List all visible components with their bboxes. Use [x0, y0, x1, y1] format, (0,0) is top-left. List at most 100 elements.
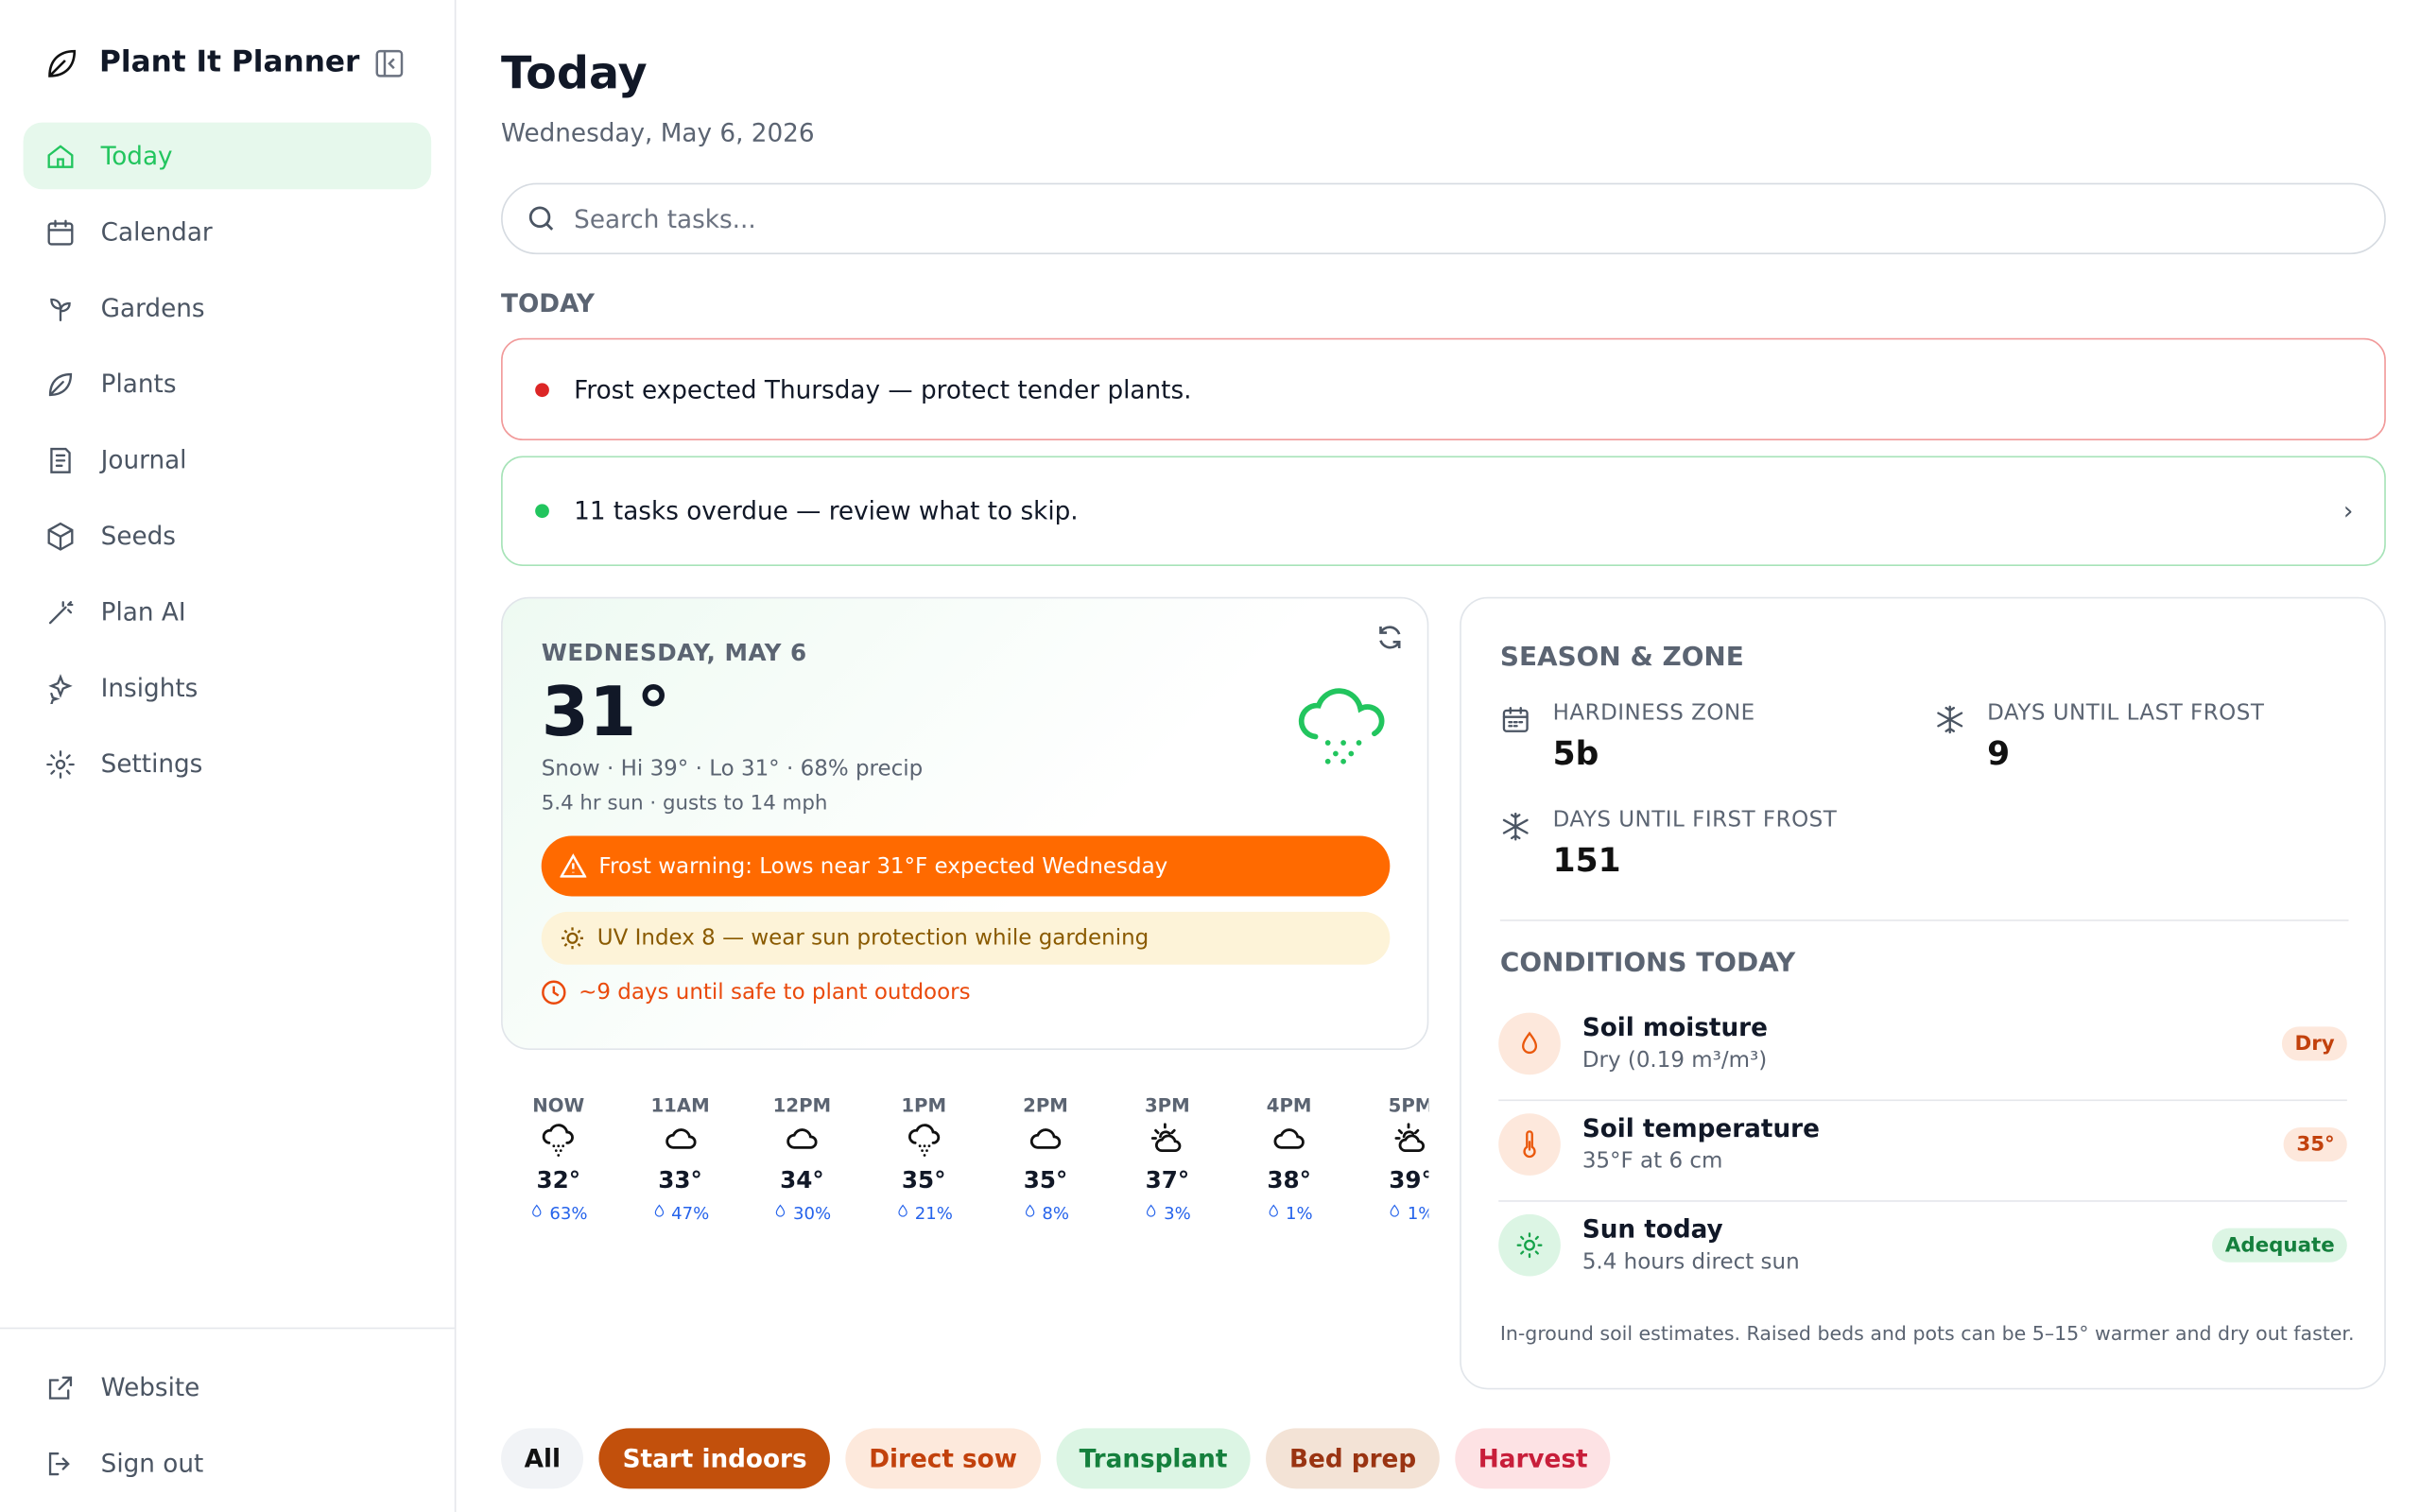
season-value: 9 [1987, 734, 2011, 773]
nav-icon [50, 298, 71, 321]
nav-item[interactable]: Seeds [24, 503, 432, 570]
hour-icon-wrap [501, 1117, 619, 1163]
alert-overdue[interactable]: 11 tasks overdue — review what to skip. › [501, 455, 2386, 566]
hour-temp: 35° [901, 1166, 946, 1194]
warning-icon [560, 853, 587, 878]
hour-column: NOW 32° 63% [501, 1095, 619, 1224]
alert-frost[interactable]: Frost expected Thursday — protect tender… [501, 337, 2386, 441]
hour-icon-wrap [1107, 1117, 1228, 1163]
hour-icon [786, 1128, 818, 1149]
filter-chips: All Start indoors Direct sow Transplant Bed … [501, 1428, 1626, 1489]
precip-value: 63% [549, 1203, 588, 1224]
condition-detail: Dry (0.19 m³/m³) [1582, 1048, 1768, 1074]
season-icon [1502, 812, 1529, 841]
nav-item[interactable]: Plan AI [24, 578, 432, 645]
footer-link[interactable]: Website [24, 1354, 432, 1421]
footer-label: Website [100, 1372, 200, 1402]
hour-temp: 38° [1267, 1166, 1311, 1194]
hour-time: 1PM [901, 1094, 947, 1117]
nav-item[interactable]: Calendar [24, 198, 432, 266]
nav-icon [50, 447, 71, 473]
season-value: 5b [1552, 734, 1599, 773]
condition-glyph [1522, 1031, 1538, 1055]
hour-temp: 37° [1145, 1166, 1190, 1194]
filter-chip[interactable]: Transplant [1056, 1428, 1252, 1489]
nav-label: Gardens [100, 293, 205, 323]
hour-column: 5PM 39° 1% [1350, 1095, 1429, 1224]
filter-chip[interactable]: All [501, 1428, 584, 1489]
drop-icon [654, 1204, 664, 1217]
drop-icon [1025, 1204, 1034, 1217]
hour-precip: 1% [1350, 1203, 1428, 1224]
hour-icon [1029, 1128, 1062, 1149]
hour-temp: 35° [1023, 1166, 1068, 1194]
footer-link[interactable]: Sign out [24, 1430, 432, 1497]
hour-icon [1273, 1128, 1305, 1149]
hour-precip: 8% [985, 1203, 1106, 1224]
hour-temp: 39° [1389, 1166, 1429, 1194]
filter-chip[interactable]: Harvest [1455, 1428, 1612, 1489]
divider [0, 1327, 455, 1330]
condition-detail: 5.4 hours direct sun [1582, 1249, 1800, 1275]
uv-notice: UV Index 8 — wear sun protection while g… [541, 911, 1391, 965]
hour-precip: 30% [741, 1203, 862, 1224]
brand-icon [48, 49, 77, 77]
hour-icon [1150, 1123, 1181, 1153]
condition-name: Sun today [1582, 1213, 1723, 1245]
filter-chip[interactable]: Start indoors [599, 1428, 831, 1489]
nav-item[interactable]: Gardens [24, 274, 432, 341]
hour-time: NOW [532, 1094, 585, 1117]
precip-value: 1% [1286, 1203, 1313, 1224]
collapse-button[interactable] [375, 49, 404, 78]
drop-icon [1147, 1204, 1156, 1217]
hour-icon-wrap [741, 1117, 862, 1163]
condition-icon [1498, 1213, 1561, 1277]
condition-name: Soil temperature [1582, 1113, 1820, 1143]
precip-value: 3% [1164, 1203, 1191, 1224]
page-date: Wednesday, May 6, 2026 [501, 117, 815, 147]
season-value: 151 [1552, 842, 1621, 880]
nav-label: Insights [100, 673, 199, 703]
weather-detail: 5.4 hr sun · gusts to 14 mph [541, 792, 828, 816]
safe-text: ~9 days until safe to plant outdoors [579, 980, 971, 1005]
brand-name: Plant It Planner [99, 44, 360, 79]
sidebar: Plant It Planner Today Calendar Gardens Pla… [0, 0, 457, 1512]
hour-column: 4PM 38° 1% [1229, 1095, 1350, 1224]
hour-icon-wrap [1350, 1117, 1428, 1163]
hour-icon [908, 1124, 940, 1157]
nav-item[interactable]: Settings [24, 730, 432, 798]
precip-value: 47% [671, 1203, 710, 1224]
uv-text: UV Index 8 — wear sun protection while g… [596, 925, 1150, 951]
sun-icon [562, 927, 584, 950]
hour-precip: 47% [620, 1203, 741, 1224]
season-label: DAYS UNTIL LAST FROST [1987, 700, 2265, 726]
footer-icon [48, 1452, 70, 1475]
nav-item[interactable]: Today [23, 122, 432, 190]
filter-chip[interactable]: Bed prep [1266, 1428, 1440, 1489]
hour-icon-wrap [620, 1117, 741, 1163]
divider [1499, 919, 2349, 921]
condition-icon [1498, 1012, 1561, 1075]
weather-icon [1298, 688, 1385, 765]
condition-detail: 35°F at 6 cm [1582, 1148, 1723, 1175]
hour-time: 2PM [1023, 1094, 1068, 1117]
refresh-button[interactable] [1374, 622, 1406, 653]
nav-item[interactable]: Insights [24, 655, 432, 722]
nav-label: Today [100, 141, 173, 171]
filter-chip[interactable]: Direct sow [845, 1428, 1041, 1489]
condition-glyph [1516, 1232, 1543, 1259]
conditions-note: In-ground soil estimates. Raised beds an… [1499, 1321, 2355, 1345]
search-box[interactable]: Search tasks... [501, 182, 2386, 255]
nav-item[interactable]: Plants [24, 351, 432, 418]
hour-temp: 32° [536, 1166, 581, 1194]
hour-icon-wrap [1229, 1117, 1350, 1163]
condition-row: Soil moisture Dry (0.19 m³/m³) Dry [1498, 1000, 2347, 1102]
chevron: › [2342, 496, 2354, 526]
search-icon [528, 206, 554, 231]
hour-temp: 34° [780, 1166, 824, 1194]
alert-dot [535, 504, 549, 519]
nav-item[interactable]: Journal [24, 426, 432, 493]
condition-badge: Adequate [2212, 1228, 2347, 1263]
